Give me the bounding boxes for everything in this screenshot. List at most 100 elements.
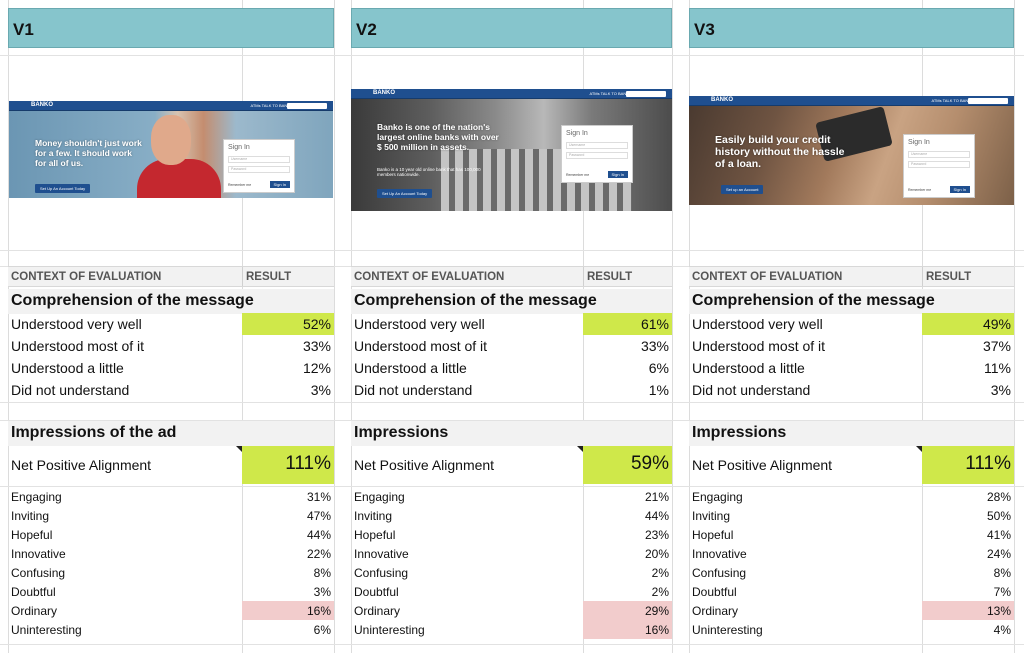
- row-label: Did not understand: [692, 382, 811, 398]
- table-row: Understood most of it 33%: [351, 335, 672, 357]
- row-value: 8%: [993, 566, 1011, 580]
- result-header: RESULT: [587, 271, 633, 283]
- remember-me: Remember me: [228, 183, 252, 187]
- ad-message: Easily build your credit history without…: [715, 134, 845, 171]
- row-label: Innovative: [11, 547, 66, 561]
- row-label: Uninteresting: [692, 623, 763, 637]
- net-positive-row: Net Positive Alignment 111%: [8, 446, 334, 484]
- row-label: Uninteresting: [354, 623, 425, 637]
- table-row: Understood most of it 33%: [8, 335, 334, 357]
- row-value: 2%: [651, 566, 669, 580]
- table-row: Engaging 21%: [351, 487, 672, 506]
- table-header: CONTEXT OF EVALUATION RESULT: [351, 266, 672, 287]
- row-label: Net Positive Alignment: [354, 457, 495, 473]
- row-label: Net Positive Alignment: [692, 457, 833, 473]
- row-label: Hopeful: [692, 528, 734, 542]
- table-row: Understood a little 11%: [689, 357, 1014, 379]
- row-label: Net Positive Alignment: [11, 457, 152, 473]
- row-value: 28%: [986, 490, 1011, 504]
- row-label: Inviting: [354, 509, 393, 523]
- impressions-title: Impressions of the ad: [8, 421, 334, 446]
- variant-title: V3: [694, 20, 715, 39]
- row-value: 61%: [640, 316, 669, 332]
- ad-message: Banko is one of the nation's largest onl…: [377, 122, 499, 152]
- row-value: 31%: [306, 490, 331, 504]
- row-value: 24%: [986, 547, 1011, 561]
- row-label: Inviting: [11, 509, 50, 523]
- nav-search-input: [626, 91, 666, 97]
- row-value: 3%: [990, 382, 1011, 398]
- table-header: CONTEXT OF EVALUATION RESULT: [8, 266, 334, 287]
- row-label: Doubtful: [354, 585, 399, 599]
- table-row: Understood very well 61%: [351, 313, 672, 335]
- comprehension-title: Comprehension of the message: [689, 289, 1014, 314]
- row-value: 20%: [644, 547, 669, 561]
- table-row: Uninteresting 6%: [8, 620, 334, 639]
- nav-search-input: [968, 98, 1008, 104]
- row-value: 16%: [306, 604, 331, 618]
- row-label: Uninteresting: [11, 623, 82, 637]
- ad-screenshot-v2: BANKO ATMs TALK TO BANKO Banko is one of…: [351, 89, 672, 211]
- cta-button: Set up an Account: [721, 185, 764, 194]
- password-field: Password: [228, 166, 290, 173]
- row-value: 12%: [302, 360, 331, 376]
- table-header: CONTEXT OF EVALUATION RESULT: [689, 266, 1014, 287]
- person-face: [151, 115, 191, 165]
- net-positive-row: Net Positive Alignment 59%: [351, 446, 672, 484]
- row-value: 47%: [306, 509, 331, 523]
- net-positive-value: 111%: [965, 453, 1011, 474]
- username-field: Username: [228, 156, 290, 163]
- variant-column-v1: V1 BANKO ATMs TALK TO BANKO Money should…: [8, 0, 334, 653]
- variant-title: V1: [13, 20, 34, 39]
- table-row: Doubtful 7%: [689, 582, 1014, 601]
- ad-navbar: BANKO ATMs TALK TO BANKO: [689, 96, 1014, 106]
- row-value: 50%: [986, 509, 1011, 523]
- table-row: Inviting 50%: [689, 506, 1014, 525]
- ad-navbar: BANKO ATMs TALK TO BANKO: [351, 89, 672, 99]
- table-row: Uninteresting 4%: [689, 620, 1014, 639]
- row-value: 21%: [644, 490, 669, 504]
- variant-column-v3: V3 BANKO ATMs TALK TO BANKO Easily build…: [689, 0, 1014, 653]
- table-row: Understood very well 52%: [8, 313, 334, 335]
- row-value: 29%: [644, 604, 669, 618]
- table-row: Understood very well 49%: [689, 313, 1014, 335]
- table-row: Doubtful 2%: [351, 582, 672, 601]
- nav-links: ATMs TALK TO BANKO: [931, 98, 974, 103]
- signin-button: Sign In: [607, 171, 628, 178]
- row-label: Innovative: [354, 547, 409, 561]
- username-field: Username: [566, 142, 628, 149]
- table-row: Ordinary 13%: [689, 601, 1014, 620]
- table-row: Confusing 2%: [351, 563, 672, 582]
- table-row: Innovative 20%: [351, 544, 672, 563]
- table-row: Ordinary 29%: [351, 601, 672, 620]
- context-header: CONTEXT OF EVALUATION: [692, 271, 843, 283]
- password-field: Password: [566, 152, 628, 159]
- table-row: Understood a little 12%: [8, 357, 334, 379]
- ad-screenshot-v1: BANKO ATMs TALK TO BANKO Money shouldn't…: [9, 101, 333, 198]
- variant-header: V2: [351, 8, 672, 48]
- row-value: 11%: [984, 360, 1011, 376]
- table-row: Did not understand 1%: [351, 379, 672, 401]
- row-value: 6%: [313, 623, 331, 637]
- table-row: Confusing 8%: [8, 563, 334, 582]
- row-label: Understood very well: [692, 316, 823, 332]
- row-value: 44%: [644, 509, 669, 523]
- table-row: Understood most of it 37%: [689, 335, 1014, 357]
- row-label: Doubtful: [11, 585, 56, 599]
- signin-panel: Sign In Username Password Remember me Si…: [223, 139, 295, 193]
- row-value: 1%: [648, 382, 669, 398]
- signin-panel: Sign In Username Password Remember me Si…: [903, 134, 975, 198]
- table-row: Hopeful 41%: [689, 525, 1014, 544]
- variant-title: V2: [356, 20, 377, 39]
- row-label: Understood most of it: [11, 338, 145, 354]
- context-header: CONTEXT OF EVALUATION: [11, 271, 162, 283]
- row-value: 6%: [648, 360, 669, 376]
- table-row: Engaging 31%: [8, 487, 334, 506]
- row-label: Understood a little: [11, 360, 124, 376]
- cta-button: Set Up An Account Today: [377, 189, 433, 198]
- result-header: RESULT: [246, 271, 292, 283]
- row-value: 23%: [644, 528, 669, 542]
- table-row: Doubtful 3%: [8, 582, 334, 601]
- row-label: Understood most of it: [354, 338, 488, 354]
- row-value: 22%: [306, 547, 331, 561]
